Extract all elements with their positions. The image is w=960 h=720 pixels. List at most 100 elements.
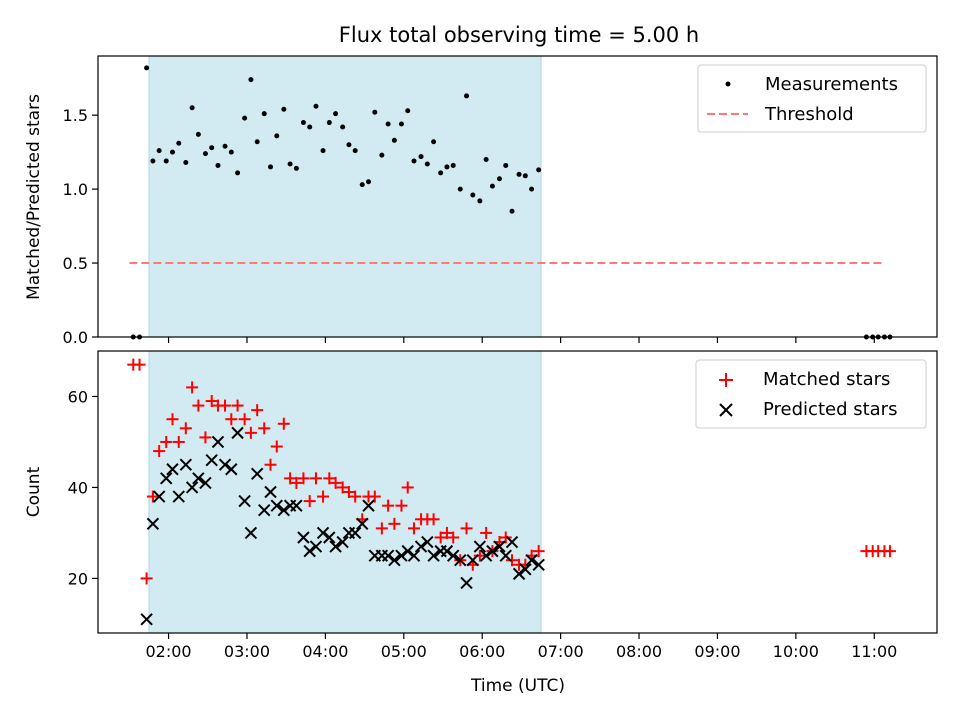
predicted-star-stroke <box>309 540 323 553</box>
count-legend: Matched stars Predicted stars <box>695 359 927 429</box>
matched-star-point <box>290 476 303 489</box>
predicted-star-point <box>146 517 160 531</box>
measurement-point <box>340 124 346 130</box>
measurement-point <box>228 149 234 155</box>
measurement-point <box>281 106 287 112</box>
matched-star-point <box>244 426 257 439</box>
predicted-star-point <box>407 549 421 562</box>
ratio-axes-frame <box>97 55 938 338</box>
predicted-star-stroke <box>179 458 193 471</box>
predicted-star-stroke <box>140 613 153 626</box>
predicted-star-point <box>140 613 153 626</box>
predicted-star-stroke <box>440 544 454 558</box>
ratio-panel: 0.0 0.5 1.0 1.5 Matched/Predicted stars Mea… <box>24 55 938 347</box>
predicted-star-stroke <box>238 494 251 508</box>
measurement-point <box>242 115 248 121</box>
matched-star-point <box>258 422 271 435</box>
predicted-star-stroke <box>270 499 283 512</box>
predicted-star-stroke <box>388 554 401 567</box>
predicted-star-stroke <box>192 472 205 485</box>
predicted-star-stroke <box>499 549 512 562</box>
predicted-star-point <box>309 540 323 553</box>
predicted-star-point <box>172 490 185 503</box>
predicted-star-stroke <box>356 517 369 531</box>
predicted-star-point <box>244 526 258 540</box>
predicted-star-point <box>460 576 473 590</box>
measurement-point <box>209 145 215 151</box>
matched-star-point <box>407 522 420 535</box>
predicted-star-point <box>395 549 408 562</box>
measurement-point <box>391 137 397 143</box>
measurement-point <box>470 192 476 198</box>
measurement-point <box>457 186 463 192</box>
matched-star-point <box>883 545 896 558</box>
measurement-point <box>248 77 254 83</box>
predicted-star-point <box>532 558 545 571</box>
predicted-star-point <box>440 544 454 558</box>
predicted-star-point <box>421 535 434 549</box>
predicted-star-point <box>512 567 526 581</box>
x-tick-label: 10:00 <box>773 642 819 661</box>
predicted-star-point <box>505 535 519 549</box>
predicted-star-stroke <box>290 499 303 512</box>
predicted-legend-marker <box>719 403 733 417</box>
predicted-star-point <box>493 540 506 553</box>
measurement-point <box>313 103 319 109</box>
measurement-point <box>320 148 326 154</box>
count-points <box>127 358 896 626</box>
measurement-point <box>268 164 274 170</box>
predicted-star-point <box>323 531 336 544</box>
matched-star-point <box>323 472 336 485</box>
predicted-star-stroke <box>316 526 330 540</box>
matched-star-point <box>349 490 362 503</box>
predicted-star-point <box>303 544 316 558</box>
matched-star-point <box>401 481 414 494</box>
predicted-star-point <box>185 481 199 494</box>
matched-star-point <box>375 522 388 535</box>
matched-star-point <box>382 499 395 512</box>
ratio-y-ticks: 0.0 0.5 1.0 1.5 <box>63 106 98 347</box>
measurement-point <box>398 121 404 127</box>
predicted-star-stroke <box>303 544 316 558</box>
predicted-star-stroke <box>211 435 225 449</box>
predicted-star-stroke <box>297 531 310 544</box>
matched-legend-label: Matched stars <box>763 369 890 390</box>
measurement-legend-label: Measurements <box>765 74 898 95</box>
measurement-point <box>300 120 306 126</box>
measurement-point <box>222 143 228 149</box>
matched-legend-marker <box>719 373 733 387</box>
predicted-star-point <box>225 463 238 476</box>
observing-span-rect <box>148 55 542 338</box>
measurement-point <box>372 109 378 115</box>
predicted-star-point <box>427 549 440 562</box>
matched-star-point <box>532 545 545 558</box>
predicted-star-stroke <box>160 472 173 485</box>
x-tick-label: 04:00 <box>302 642 348 661</box>
matched-star-point <box>395 499 408 512</box>
matched-star-point <box>473 549 486 562</box>
predicted-star-stroke <box>218 458 232 471</box>
y-tick-label: 1.5 <box>63 106 88 125</box>
predicted-star-stroke <box>466 554 480 567</box>
predicted-star-stroke <box>519 563 532 576</box>
measurement-point <box>496 176 502 182</box>
measurement-point <box>254 139 260 145</box>
matched-star-point <box>460 522 473 535</box>
measurement-point <box>424 161 430 167</box>
matched-star-point <box>199 431 212 444</box>
predicted-star-stroke <box>277 503 291 517</box>
x-tick-label: 05:00 <box>381 642 427 661</box>
predicted-star-point <box>290 499 303 512</box>
measurement-point <box>450 162 456 168</box>
measurement-point <box>183 159 189 165</box>
count-y-label: Count <box>24 466 44 517</box>
predicted-star-point <box>264 485 277 499</box>
predicted-star-point <box>388 554 401 567</box>
predicted-star-stroke <box>152 490 166 503</box>
measurement-point <box>169 149 175 155</box>
measurement-point <box>477 198 483 204</box>
predicted-legend-label: Predicted stars <box>763 399 897 420</box>
measurement-point <box>176 140 182 146</box>
predicted-star-point <box>362 499 375 512</box>
measurement-point <box>156 148 162 154</box>
